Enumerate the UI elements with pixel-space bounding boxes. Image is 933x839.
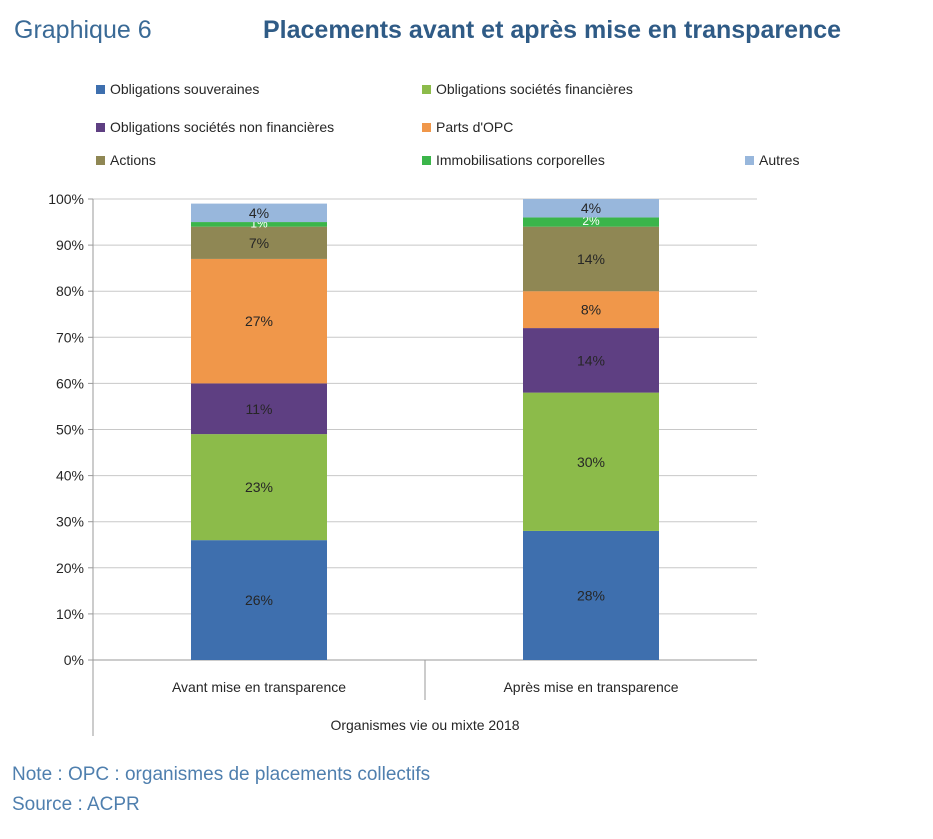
stacked-bar-chart: Obligations souveraines Obligations socié… (48, 81, 799, 736)
footnote: Note : OPC : organismes de placements co… (12, 764, 431, 785)
legend-swatch (96, 85, 105, 94)
y-tick-label: 60% (56, 375, 84, 391)
bar-segment (523, 530, 659, 660)
bar-segment (191, 226, 327, 259)
data-label: 7% (249, 235, 269, 251)
y-tick-label: 100% (48, 191, 84, 207)
legend-item: Autres (759, 152, 799, 168)
legend-swatch (422, 123, 431, 132)
bar-segment (523, 199, 659, 218)
data-label: 4% (581, 200, 601, 216)
data-label: 11% (246, 401, 273, 417)
x-group-label: Organismes vie ou mixte 2018 (330, 717, 519, 733)
y-tick-label: 90% (56, 237, 84, 253)
bar-segment (191, 383, 327, 435)
data-label: 8% (581, 302, 601, 318)
data-label: 27% (245, 313, 273, 329)
data-label: 2% (582, 214, 600, 228)
legend-item: Obligations souveraines (110, 81, 259, 97)
bar-segment (523, 217, 659, 227)
chart-number-label: Graphique 6 (14, 16, 152, 44)
legend-item: Obligations sociétés financières (436, 81, 633, 97)
y-tick-label: 80% (56, 283, 84, 299)
bar-segment (191, 258, 327, 384)
data-label: 30% (577, 454, 605, 470)
legend-item: Parts d'OPC (436, 119, 513, 135)
y-tick-label: 20% (56, 560, 84, 576)
bar-segment (523, 226, 659, 292)
data-label: 14% (577, 251, 605, 267)
y-tick-label: 30% (56, 514, 84, 530)
legend-item: Actions (110, 152, 156, 168)
chart-title: Placements avant et après mise en transp… (263, 16, 842, 44)
legend-swatch (745, 156, 754, 165)
data-label: 28% (577, 587, 605, 603)
bar-segment (191, 222, 327, 227)
y-tick-label: 10% (56, 606, 84, 622)
y-tick-label: 70% (56, 329, 84, 345)
data-label: 23% (245, 479, 273, 495)
source-note: Source : ACPR (12, 794, 140, 815)
x-category-label: Avant mise en transparence (172, 679, 346, 695)
y-tick-label: 40% (56, 468, 84, 484)
legend-swatch (422, 85, 431, 94)
legend-item: Obligations sociétés non financières (110, 119, 334, 135)
legend-item: Immobilisations corporelles (436, 152, 605, 168)
bar-segment (523, 392, 659, 531)
bar-segment (191, 203, 327, 223)
bar-segment (523, 328, 659, 393)
legend-swatch (96, 123, 105, 132)
legend-swatch (96, 156, 105, 165)
bar-segment (523, 291, 659, 329)
bar-segment (191, 540, 327, 660)
y-tick-label: 0% (64, 652, 84, 668)
bar-segment (191, 434, 327, 541)
data-label: 4% (249, 205, 269, 221)
y-tick-label: 50% (56, 422, 84, 438)
legend-swatch (422, 156, 431, 165)
data-label: 26% (245, 592, 273, 608)
data-label: 14% (577, 352, 605, 368)
x-category-label: Après mise en transparence (503, 679, 678, 695)
